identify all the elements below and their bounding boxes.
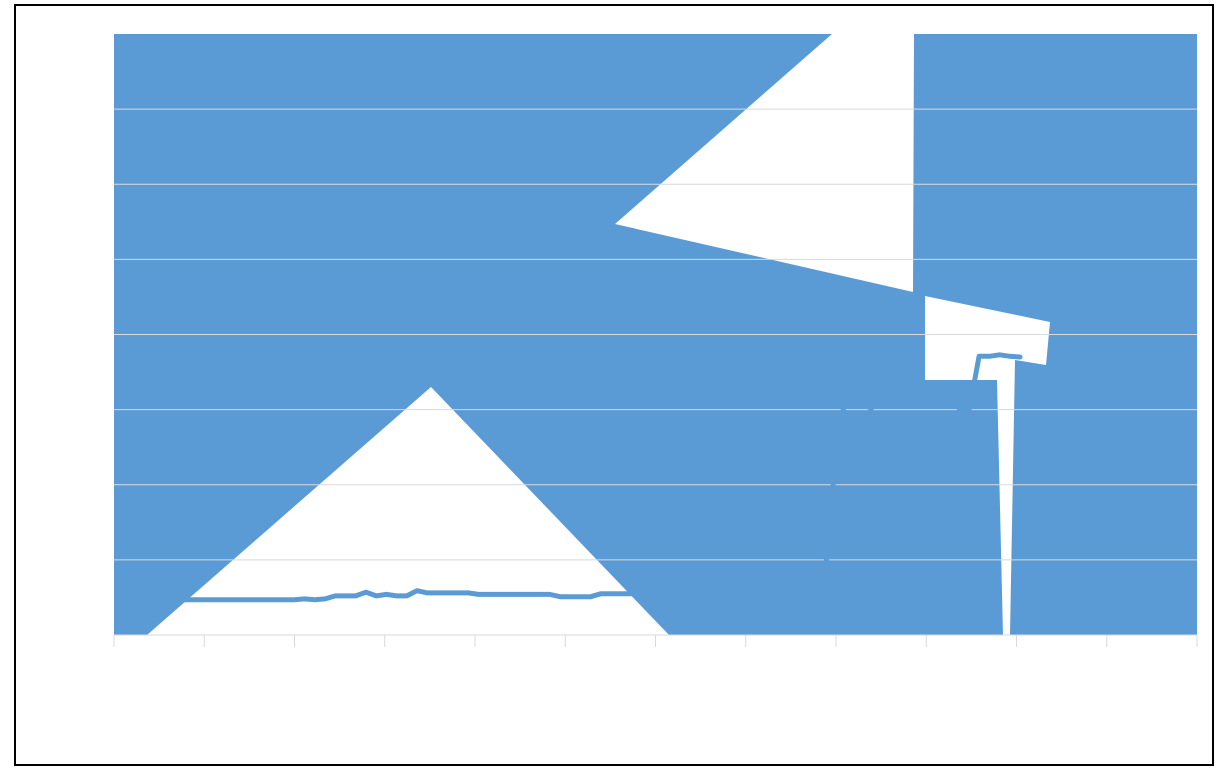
series-line [179,352,1023,603]
light-wedge-top [615,34,914,292]
y-gridlines [114,108,1197,561]
x-axis-ticks [113,635,1198,647]
light-regions [147,34,1050,635]
light-wedge-right [925,296,1050,635]
light-wedge-left [147,387,669,635]
